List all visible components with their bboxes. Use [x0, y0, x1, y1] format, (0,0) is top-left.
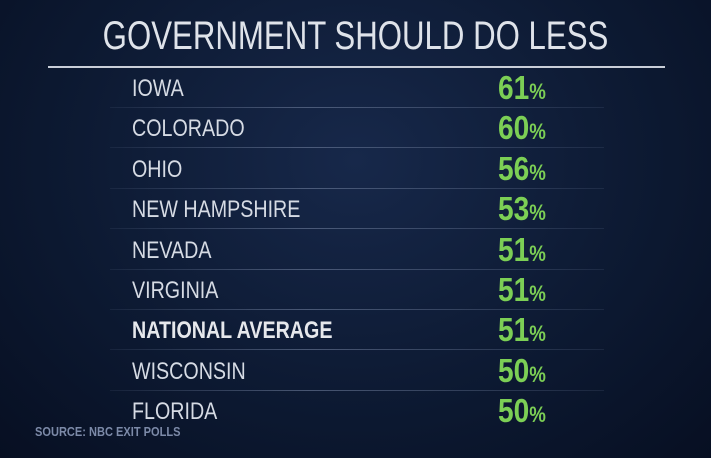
row-separator [110, 268, 604, 270]
row-value: 53% [498, 190, 546, 228]
value-unit: % [529, 321, 546, 347]
value-unit: % [529, 402, 546, 428]
value-unit: % [529, 159, 546, 185]
value-unit: % [529, 79, 546, 104]
row-label: OHIO [132, 155, 183, 183]
row-separator [110, 228, 604, 230]
row-separator [110, 187, 604, 189]
value-unit: % [529, 361, 546, 387]
value-unit: % [529, 119, 546, 145]
title-rule [48, 66, 665, 68]
row-label: NATIONAL AVERAGE [132, 317, 333, 345]
value-unit: % [529, 200, 546, 226]
row-label: COLORADO [132, 115, 245, 143]
source: SOURCE: NBC EXIT POLLS [35, 424, 181, 439]
value-number: 53 [498, 190, 530, 228]
value-number: 51 [498, 230, 530, 268]
value-number: 61 [498, 69, 530, 106]
value-unit: % [529, 281, 546, 306]
row-separator [110, 107, 604, 108]
row-value: 60% [498, 109, 546, 147]
row-label: WISCONSIN [132, 357, 246, 385]
row-separator [110, 389, 604, 391]
row-value: 61% [498, 69, 546, 107]
row-value: 51% [498, 311, 546, 349]
table-row: NEVADA 51% [110, 230, 604, 270]
title: GOVERNMENT SHOULD DO LESS [102, 14, 609, 58]
table-row: NATIONAL AVERAGE 51% [110, 310, 604, 351]
value-number: 60 [498, 109, 530, 147]
table-row: COLORADO 60% [110, 108, 604, 149]
row-value: 56% [498, 150, 546, 188]
table-row: VIRGINIA 51% [110, 270, 604, 310]
row-separator [110, 309, 604, 310]
table-row: IOWA 61% [110, 68, 604, 108]
row-label: VIRGINIA [132, 277, 219, 304]
value-number: 50 [498, 351, 530, 389]
row-value: 51% [498, 231, 546, 269]
row-label: FLORIDA [132, 398, 218, 426]
value-number: 51 [498, 271, 530, 308]
row-separator [110, 349, 604, 351]
row-label: NEVADA [132, 236, 212, 264]
value-number: 50 [498, 392, 530, 430]
row-separator [110, 147, 604, 149]
value-number: 51 [498, 311, 530, 349]
table-row: OHIO 56% [110, 149, 604, 189]
row-value: 50% [498, 392, 546, 430]
table-row: FLORIDA 50% [110, 391, 604, 431]
table-row: NEW HAMPSHIRE 53% [110, 189, 604, 230]
value-unit: % [529, 240, 546, 266]
table-row: WISCONSIN 50% [110, 351, 604, 391]
row-value: 50% [498, 352, 546, 390]
row-value: 51% [498, 271, 546, 309]
value-number: 56 [498, 149, 530, 187]
row-label: NEW HAMPSHIRE [132, 196, 301, 224]
row-label: IOWA [132, 75, 184, 102]
